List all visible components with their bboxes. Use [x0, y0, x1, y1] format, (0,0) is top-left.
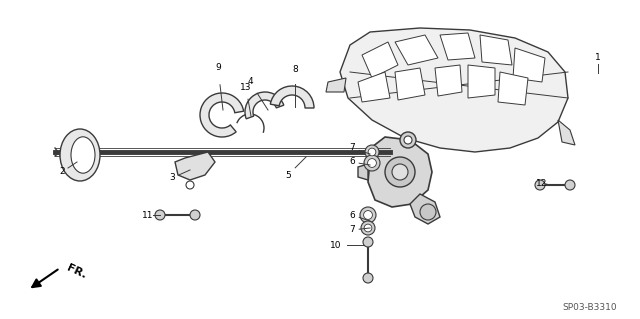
Text: SP03-B3310: SP03-B3310 — [563, 303, 618, 313]
Text: 11: 11 — [142, 211, 154, 219]
Polygon shape — [368, 137, 432, 207]
Polygon shape — [326, 78, 346, 92]
Polygon shape — [362, 42, 398, 78]
Circle shape — [365, 145, 379, 159]
Polygon shape — [358, 164, 368, 180]
Circle shape — [385, 157, 415, 187]
Text: 7: 7 — [349, 144, 355, 152]
Wedge shape — [245, 92, 284, 119]
Polygon shape — [440, 33, 475, 60]
Wedge shape — [200, 93, 244, 137]
Polygon shape — [175, 152, 215, 180]
Polygon shape — [480, 35, 512, 65]
Circle shape — [368, 148, 376, 156]
Circle shape — [404, 136, 412, 144]
Text: 6: 6 — [349, 158, 355, 167]
Polygon shape — [395, 68, 425, 100]
Circle shape — [361, 221, 375, 235]
Circle shape — [364, 224, 372, 232]
Text: FR.: FR. — [65, 263, 88, 281]
Text: 9: 9 — [215, 63, 221, 72]
Circle shape — [367, 159, 376, 167]
Polygon shape — [468, 65, 495, 98]
Text: 10: 10 — [330, 241, 342, 249]
Polygon shape — [558, 120, 575, 145]
Circle shape — [360, 207, 376, 223]
Wedge shape — [270, 86, 314, 108]
Circle shape — [535, 180, 545, 190]
Circle shape — [364, 211, 372, 219]
Text: 2: 2 — [59, 167, 65, 176]
Polygon shape — [395, 35, 438, 65]
Text: 6: 6 — [349, 211, 355, 219]
Text: 13: 13 — [240, 84, 252, 93]
Text: 3: 3 — [169, 174, 175, 182]
Text: 4: 4 — [247, 78, 253, 86]
Circle shape — [392, 164, 408, 180]
Circle shape — [364, 155, 380, 171]
Circle shape — [400, 132, 416, 148]
Polygon shape — [358, 72, 390, 102]
Circle shape — [363, 237, 373, 247]
Circle shape — [155, 210, 165, 220]
Circle shape — [420, 204, 436, 220]
Ellipse shape — [71, 137, 95, 173]
Text: 12: 12 — [536, 179, 548, 188]
Polygon shape — [410, 194, 440, 224]
Text: 8: 8 — [292, 64, 298, 73]
Circle shape — [190, 210, 200, 220]
Polygon shape — [340, 28, 568, 152]
Circle shape — [565, 180, 575, 190]
Polygon shape — [513, 48, 545, 82]
Circle shape — [363, 273, 373, 283]
Text: 5: 5 — [285, 170, 291, 180]
Text: 7: 7 — [349, 226, 355, 234]
Ellipse shape — [60, 129, 100, 181]
Text: 1: 1 — [595, 54, 601, 63]
Polygon shape — [498, 72, 528, 105]
Circle shape — [186, 181, 194, 189]
Polygon shape — [435, 65, 462, 96]
